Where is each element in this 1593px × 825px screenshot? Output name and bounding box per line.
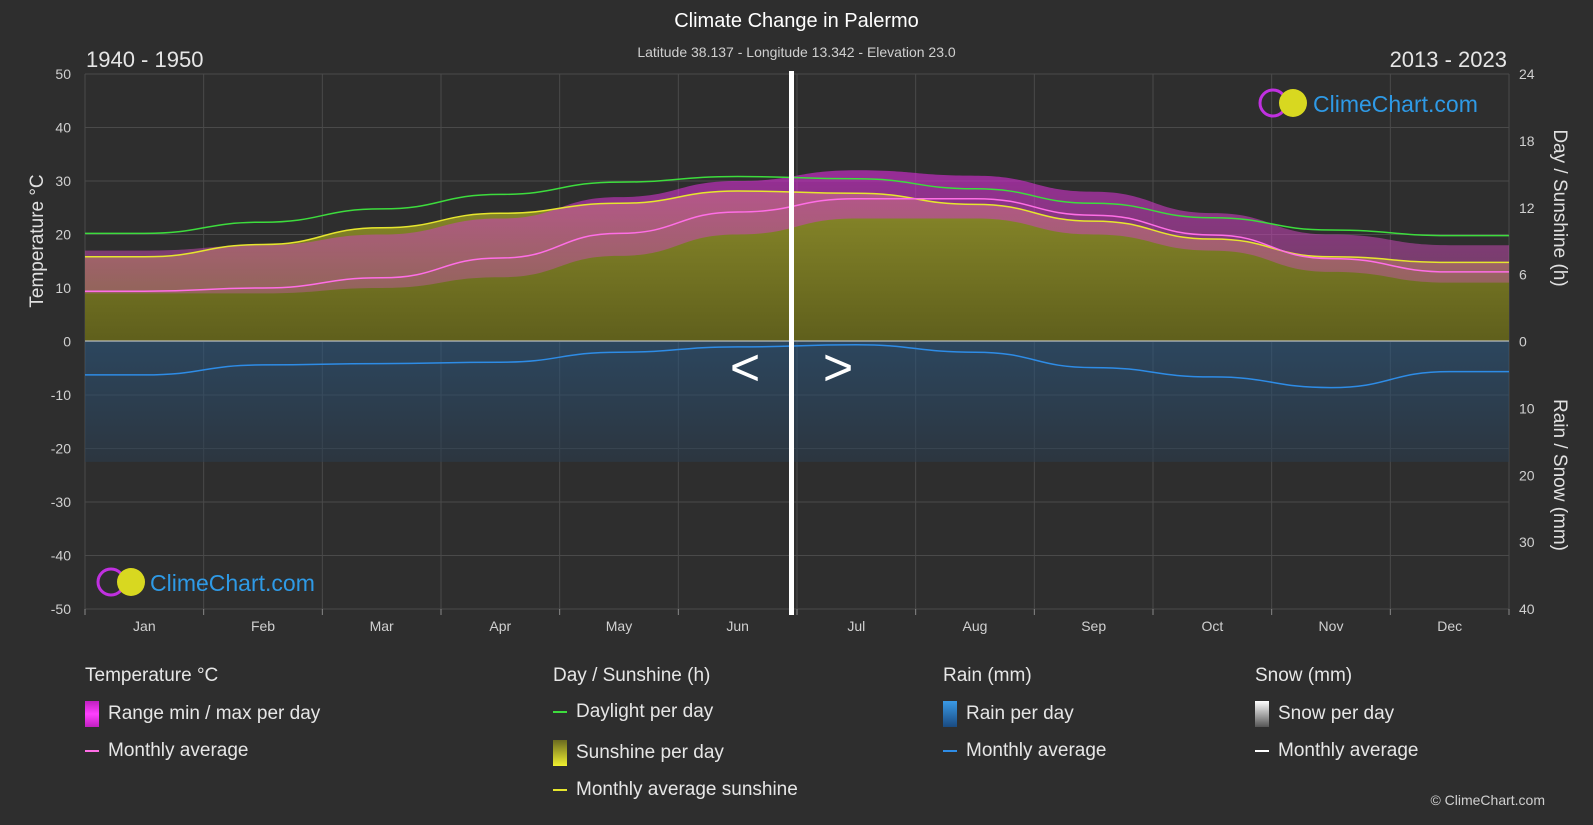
legend-rain-day: Rain per day xyxy=(943,701,1074,727)
legend-temp-range: Range min / max per day xyxy=(85,701,320,727)
y-tick-label: -30 xyxy=(51,494,71,510)
temperature-range-area xyxy=(85,170,1509,294)
logo-sun-icon xyxy=(1279,89,1307,117)
x-tick-label: Aug xyxy=(963,618,988,634)
y2-tick-label: 24 xyxy=(1519,66,1535,82)
x-tick-label: Apr xyxy=(489,618,511,634)
period-divider[interactable] xyxy=(789,71,794,615)
y-tick-label: -50 xyxy=(51,601,71,617)
right-top-axis-label: Day / Sunshine (h) xyxy=(1549,129,1570,286)
y3-tick-label: 30 xyxy=(1519,534,1535,550)
legend-rain-avg: Monthly average xyxy=(943,740,1106,762)
legend-label: Monthly average xyxy=(1278,740,1419,761)
legend-temp-head: Temperature °C xyxy=(85,665,219,686)
y3-tick-label: 20 xyxy=(1519,467,1535,483)
y-tick-label: 30 xyxy=(55,173,71,189)
range-swatch-icon xyxy=(85,701,99,727)
y2-tick-label: 0 xyxy=(1519,334,1527,350)
rain-area xyxy=(85,341,1509,462)
legend-label: Daylight per day xyxy=(576,701,714,722)
y-tick-label: -20 xyxy=(51,441,71,457)
legend-label: Monthly average sunshine xyxy=(576,779,798,800)
legend-label: Sunshine per day xyxy=(576,742,724,763)
next-period-button[interactable]: > xyxy=(823,339,853,397)
rain-swatch-icon xyxy=(943,701,957,727)
y3-tick-label: 40 xyxy=(1519,601,1535,617)
watermark-text: ClimeChart.com xyxy=(150,570,315,596)
legend-sun-avg: Monthly average sunshine xyxy=(553,779,798,801)
chart-subtitle: Latitude 38.137 - Longitude 13.342 - Ele… xyxy=(637,44,956,60)
y2-tick-label: 12 xyxy=(1519,200,1535,216)
x-tick-label: Feb xyxy=(251,618,275,634)
line-swatch-icon xyxy=(553,711,567,713)
legend-snow-head: Snow (mm) xyxy=(1255,665,1353,686)
legend-snow-avg: Monthly average xyxy=(1255,740,1418,762)
prev-period-button[interactable]: < xyxy=(730,339,760,397)
x-tick-label: May xyxy=(606,618,632,634)
watermark-text: ClimeChart.com xyxy=(1313,91,1478,117)
line-swatch-icon xyxy=(553,789,567,791)
x-tick-label: Jul xyxy=(847,618,865,634)
line-swatch-icon xyxy=(943,750,957,752)
x-tick-label: Jan xyxy=(133,618,156,634)
sunshine-swatch-icon xyxy=(553,740,567,766)
y-tick-label: 20 xyxy=(55,227,71,243)
watermark-top[interactable]: ClimeChart.com xyxy=(1258,88,1478,118)
watermark-bottom[interactable]: ClimeChart.com xyxy=(96,567,315,597)
legend-label: Monthly average xyxy=(108,740,249,761)
x-tick-label: Dec xyxy=(1437,618,1462,634)
logo-sun-icon xyxy=(117,568,145,596)
y-tick-label: 50 xyxy=(55,66,71,82)
legend-label: Monthly average xyxy=(966,740,1107,761)
x-tick-label: Nov xyxy=(1319,618,1344,634)
y-tick-label: 10 xyxy=(55,280,71,296)
y-tick-label: 0 xyxy=(63,334,71,350)
x-tick-label: Oct xyxy=(1201,618,1223,634)
y2-tick-label: 6 xyxy=(1519,267,1527,283)
chart-title: Climate Change in Palermo xyxy=(674,10,919,32)
x-tick-label: Mar xyxy=(370,618,394,634)
x-tick-label: Sep xyxy=(1081,618,1106,634)
left-axis-label: Temperature °C xyxy=(27,174,48,307)
legend-temp-avg: Monthly average xyxy=(85,740,248,762)
y-tick-label: -10 xyxy=(51,387,71,403)
legend-sunshine: Sunshine per day xyxy=(553,740,724,766)
legend-sun-head: Day / Sunshine (h) xyxy=(553,665,711,686)
y2-tick-label: 18 xyxy=(1519,133,1535,149)
y-tick-label: -40 xyxy=(51,548,71,564)
period-right: 2013 - 2023 xyxy=(1389,47,1507,72)
legend-label: Range min / max per day xyxy=(108,703,321,724)
legend-label: Rain per day xyxy=(966,703,1074,724)
daylight-line xyxy=(85,175,1509,237)
legend-daylight: Daylight per day xyxy=(553,701,713,723)
line-swatch-icon xyxy=(1255,750,1269,752)
x-tick-label: Jun xyxy=(726,618,749,634)
legend-label: Snow per day xyxy=(1278,703,1395,724)
right-bottom-axis-label: Rain / Snow (mm) xyxy=(1549,399,1570,551)
snow-swatch-icon xyxy=(1255,701,1269,727)
period-left: 1940 - 1950 xyxy=(86,47,204,72)
y-tick-label: 40 xyxy=(55,120,71,136)
legend-snow-day: Snow per day xyxy=(1255,701,1394,727)
copyright[interactable]: © ClimeChart.com xyxy=(1430,792,1545,808)
line-swatch-icon xyxy=(85,750,99,752)
legend-rain-head: Rain (mm) xyxy=(943,665,1032,686)
y3-tick-label: 10 xyxy=(1519,400,1535,416)
rain-avg-line xyxy=(85,344,1509,389)
